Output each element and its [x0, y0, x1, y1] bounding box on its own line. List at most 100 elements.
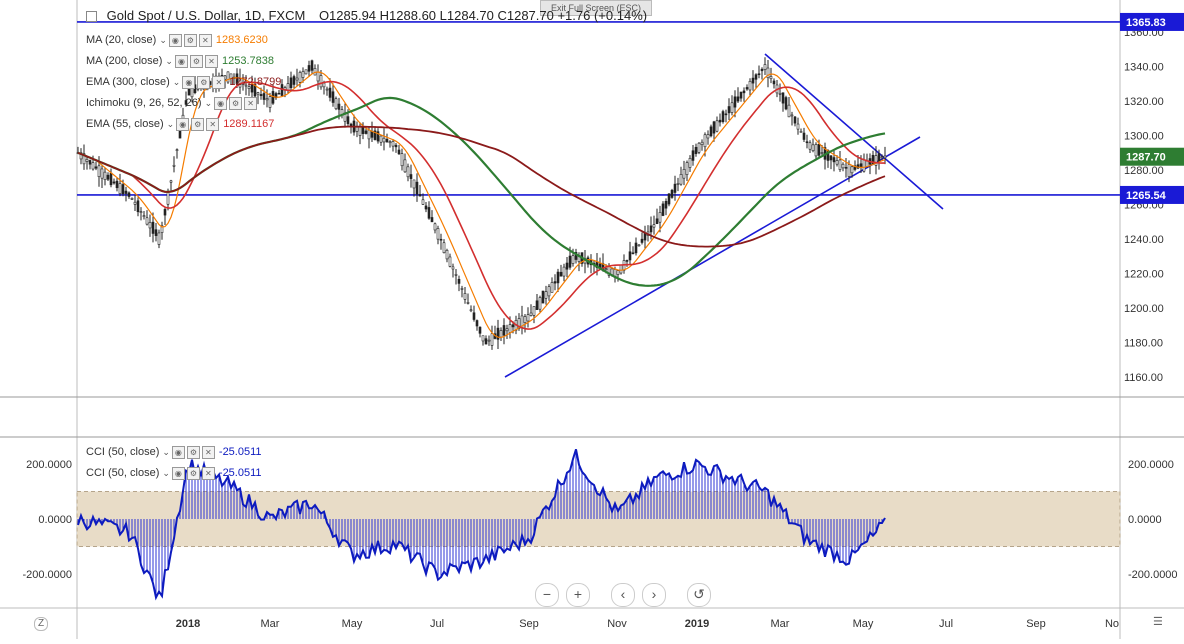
candle-body — [118, 183, 122, 194]
indicator-legend-row[interactable]: EMA (55, close) ⌄ ◉ ⚙ ✕ 1289.1167 — [86, 115, 274, 133]
candle-body — [808, 142, 812, 150]
candle-body — [763, 64, 767, 70]
candle-body — [376, 131, 380, 142]
close-icon[interactable]: ✕ — [206, 117, 220, 131]
cci-label: CCI (50, close) — [86, 446, 160, 458]
indicator-legend-row[interactable]: MA (20, close) ⌄ ◉ ⚙ ✕ 1283.6230 — [86, 31, 268, 49]
cci-legend-row[interactable]: CCI (50, close) ⌄ ◉ ⚙ ✕ -25.0511 — [86, 464, 262, 482]
chevron-down-icon[interactable]: ⌄ — [166, 118, 175, 129]
candle-body — [754, 74, 758, 80]
candle-body — [337, 103, 341, 110]
eye-icon[interactable]: ◉ — [168, 33, 182, 47]
candle-body — [604, 268, 608, 270]
candle-body — [91, 162, 95, 170]
settings-icon[interactable]: ⚙ — [186, 466, 200, 480]
candle-body — [685, 162, 689, 175]
chevron-down-icon[interactable]: ⌄ — [162, 446, 170, 457]
settings-icon[interactable]: ⚙ — [189, 54, 203, 68]
chevron-down-icon[interactable]: ⌄ — [172, 76, 181, 87]
collapse-icon[interactable] — [86, 11, 97, 23]
reset-chart-button[interactable]: ↺ — [687, 583, 711, 607]
cci-tick-left: 200.0000 — [26, 459, 72, 471]
eye-icon[interactable]: ◉ — [174, 54, 188, 68]
candle-body — [277, 92, 281, 95]
candle-body — [637, 244, 641, 247]
eye-icon[interactable]: ◉ — [176, 117, 190, 131]
candle-body — [415, 181, 419, 195]
cci-label: CCI (50, close) — [86, 467, 160, 479]
exit-fullscreen-button[interactable]: Exit Full Screen (ESC) — [540, 0, 652, 16]
candle-body — [394, 144, 398, 148]
candle-body — [367, 129, 371, 140]
eye-icon[interactable]: ◉ — [171, 466, 185, 480]
candle-body — [331, 91, 335, 103]
chevron-down-icon[interactable]: ⌄ — [204, 97, 213, 108]
candle-body — [142, 215, 146, 218]
chevron-down-icon[interactable]: ⌄ — [159, 34, 167, 45]
candle-body — [709, 126, 713, 137]
candle-body — [226, 71, 230, 83]
candle-body — [286, 83, 290, 91]
chart-header: Gold Spot / U.S. Dollar, 1D, FXCM O1285.… — [86, 8, 647, 23]
candle-body — [535, 300, 539, 310]
close-icon[interactable]: ✕ — [212, 75, 226, 89]
x-tick-label: 2019 — [685, 618, 709, 630]
candle-body — [412, 179, 416, 189]
chevron-down-icon[interactable]: ⌄ — [162, 467, 170, 478]
candle-body — [679, 174, 683, 185]
close-icon[interactable]: ✕ — [201, 445, 215, 459]
axes-labels: 2018 Mar May Jul Sep Nov 2019 Mar May Jul Sep No 136… — [22, 12, 1184, 630]
close-icon[interactable]: ✕ — [204, 54, 218, 68]
eye-icon[interactable]: ◉ — [171, 445, 185, 459]
eye-icon[interactable]: ◉ — [214, 96, 228, 110]
candle-body — [847, 164, 851, 177]
candle-body — [796, 123, 800, 130]
close-icon[interactable]: ✕ — [201, 466, 215, 480]
candle-body — [259, 94, 263, 97]
candle-body — [397, 149, 401, 155]
zoom-in-button[interactable]: + — [566, 583, 590, 607]
zoom-out-button[interactable]: − — [535, 583, 559, 607]
x-tick-label: No — [1105, 618, 1119, 630]
indicator-legend-row[interactable]: Ichimoku (9, 26, 52, 26) ⌄ ◉ ⚙ ✕ — [86, 94, 261, 112]
settings-icon[interactable]: ⚙ — [186, 445, 200, 459]
candle-body — [388, 141, 392, 144]
indicator-legend-row[interactable]: MA (200, close) ⌄ ◉ ⚙ ✕ 1253.7838 — [86, 52, 274, 70]
scroll-left-button[interactable]: ‹ — [611, 583, 635, 607]
candle-body — [634, 242, 638, 254]
candle-body — [250, 84, 254, 93]
candle-body — [553, 281, 557, 284]
scroll-right-button[interactable]: › — [642, 583, 666, 607]
candle-body — [148, 222, 152, 229]
candle-body — [652, 224, 656, 228]
candle-body — [490, 333, 494, 346]
chevron-down-icon[interactable]: ⌄ — [165, 55, 173, 66]
settings-icon[interactable]: ⚙ — [191, 117, 205, 131]
y-tick-label: 1280.00 — [1124, 165, 1164, 177]
settings-icon[interactable]: ⚙ — [183, 33, 197, 47]
eye-icon[interactable]: ◉ — [182, 75, 196, 89]
settings-icon[interactable]: ⚙ — [229, 96, 243, 110]
close-icon[interactable]: ✕ — [244, 96, 258, 110]
settings-icon[interactable]: ⚙ — [197, 75, 211, 89]
settings-icon[interactable]: ☰ — [1153, 616, 1163, 628]
candle-body — [466, 302, 470, 304]
candle-body — [832, 157, 836, 163]
candle-body — [409, 174, 413, 179]
symbol-title[interactable]: Gold Spot / U.S. Dollar, 1D, FXCM — [106, 8, 306, 23]
candle-body — [346, 116, 350, 124]
timezone-icon[interactable]: Z — [34, 617, 48, 631]
cci-legend-row[interactable]: CCI (50, close) ⌄ ◉ ⚙ ✕ -25.0511 — [86, 443, 262, 461]
indicator-legend-row[interactable]: EMA (300, close) ⌄ ◉ ⚙ ✕ 1272.8799 — [86, 73, 281, 91]
indicator-label: EMA (55, close) — [86, 118, 164, 130]
candle-body — [736, 96, 740, 102]
candle-body — [718, 119, 722, 123]
candle-body — [295, 77, 299, 81]
close-icon[interactable]: ✕ — [198, 33, 212, 47]
candle-body — [457, 278, 461, 284]
candle-body — [802, 132, 806, 140]
candle-body — [811, 144, 815, 152]
cci-value: -25.0511 — [218, 446, 262, 458]
